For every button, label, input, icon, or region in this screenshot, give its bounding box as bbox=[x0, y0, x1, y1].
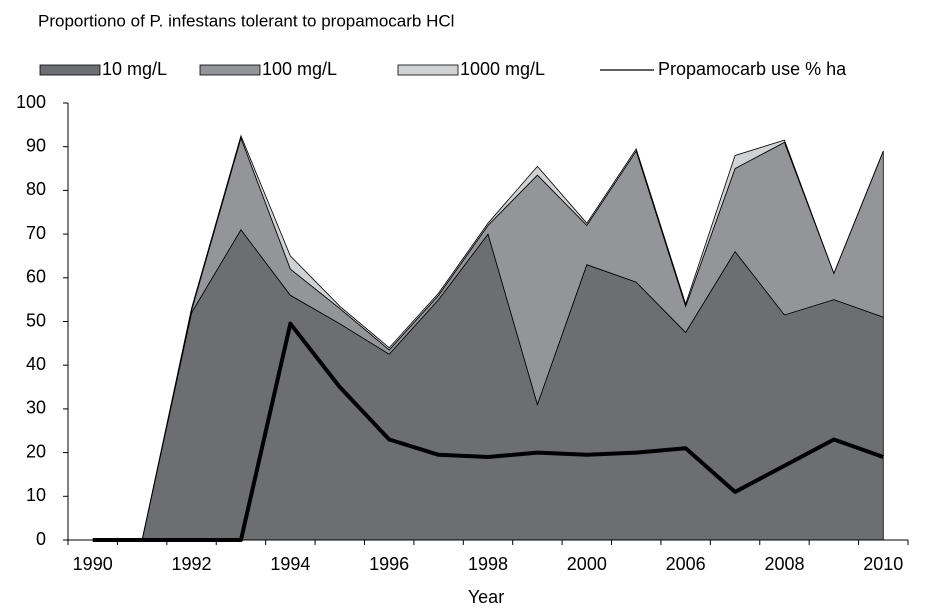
legend-label: Propamocarb use % ha bbox=[658, 59, 847, 79]
y-tick-label: 40 bbox=[26, 354, 46, 374]
area bbox=[92, 134, 884, 541]
x-tick-label: 1992 bbox=[172, 554, 212, 574]
y-tick-label: 50 bbox=[26, 310, 46, 330]
y-tick-label: 20 bbox=[26, 441, 46, 461]
legend-label: 100 mg/L bbox=[262, 59, 337, 79]
x-tick-label: 2008 bbox=[764, 554, 804, 574]
legend-label: 10 mg/L bbox=[102, 59, 167, 79]
legend-swatch bbox=[39, 64, 101, 76]
y-tick-label: 30 bbox=[26, 398, 46, 418]
x-tick-label: 1990 bbox=[73, 554, 113, 574]
x-tick-label: 2006 bbox=[666, 554, 706, 574]
legend-swatch bbox=[199, 64, 261, 76]
legend-swatch bbox=[397, 64, 459, 76]
y-tick-label: 90 bbox=[26, 135, 46, 155]
x-tick-label: 2000 bbox=[567, 554, 607, 574]
x-tick-label: 2010 bbox=[863, 554, 903, 574]
y-tick-label: 80 bbox=[26, 179, 46, 199]
x-tick-label: 1998 bbox=[468, 554, 508, 574]
y-tick-label: 70 bbox=[26, 223, 46, 243]
legend-label: 1000 mg/L bbox=[460, 59, 545, 79]
y-tick-label: 10 bbox=[26, 485, 46, 505]
x-axis-label: Year bbox=[468, 587, 504, 607]
x-tick-label: 1996 bbox=[369, 554, 409, 574]
chart-title: Proportiono of P. infestans tolerant to … bbox=[38, 11, 454, 30]
y-tick-label: 60 bbox=[26, 267, 46, 287]
y-tick-label: 100 bbox=[16, 92, 46, 112]
x-tick-label: 1994 bbox=[270, 554, 310, 574]
y-tick-label: 0 bbox=[36, 529, 46, 549]
